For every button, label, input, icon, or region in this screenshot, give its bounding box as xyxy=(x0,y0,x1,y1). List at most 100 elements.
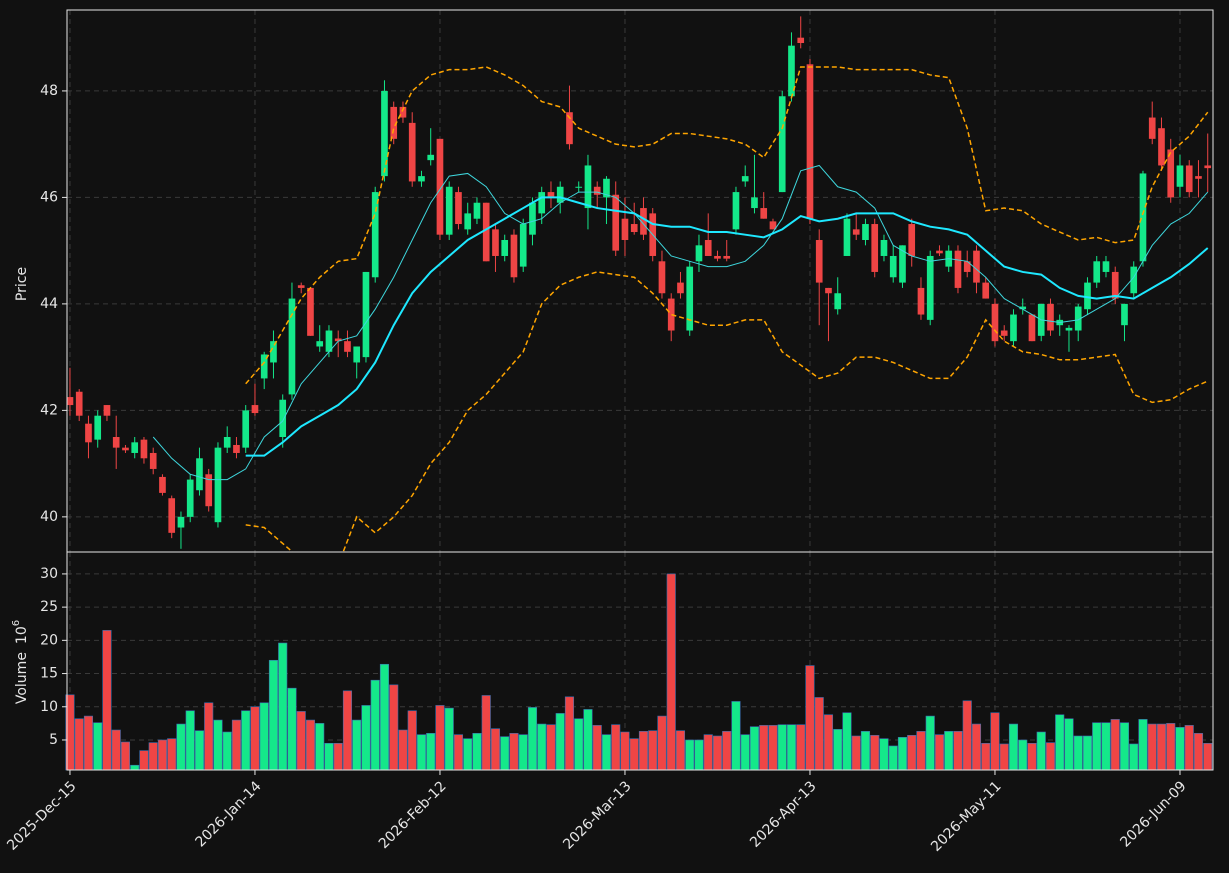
volume-bar xyxy=(370,679,380,771)
candle-body xyxy=(1010,314,1017,342)
volume-frame xyxy=(66,551,1214,771)
candle-body xyxy=(122,447,129,451)
candle-body xyxy=(445,186,453,235)
volume-bar xyxy=(842,712,852,771)
candle-body xyxy=(1130,266,1138,294)
candle-body xyxy=(233,444,240,453)
candle-body xyxy=(769,221,777,230)
volume-bar xyxy=(157,739,168,771)
candle-body xyxy=(834,293,842,310)
volume-axis-label: Volume 106 xyxy=(11,620,30,704)
candle-body xyxy=(575,186,583,188)
candle-body xyxy=(788,45,795,97)
volume-bar xyxy=(1203,742,1213,771)
volume-bar xyxy=(139,750,149,771)
volume-bar xyxy=(1082,735,1093,771)
volume-bar xyxy=(740,734,750,771)
volume-bar xyxy=(592,725,602,771)
volume-bar xyxy=(944,731,954,771)
volume-bar xyxy=(426,733,436,771)
candle-body xyxy=(1148,117,1156,139)
y-tick-label: 10 xyxy=(40,699,58,715)
volume-bar xyxy=(666,573,676,771)
candle-body xyxy=(260,354,268,379)
volume-bar xyxy=(851,735,861,771)
candle-body xyxy=(177,516,185,528)
candle-body xyxy=(566,112,573,145)
indicator-line xyxy=(245,196,1209,457)
volume-bar xyxy=(315,723,325,771)
volume-unit-power: 6 xyxy=(11,620,22,626)
candle-body xyxy=(899,245,906,283)
indicator-line xyxy=(245,271,1209,552)
candle-body xyxy=(223,436,231,448)
volume-bar xyxy=(259,702,269,771)
volume-bar xyxy=(934,734,945,771)
volume-bar xyxy=(1073,735,1083,771)
volume-bar xyxy=(444,707,454,771)
candle-body xyxy=(362,271,370,358)
volume-bar xyxy=(518,734,528,771)
candle-body xyxy=(815,240,823,283)
volume-bar xyxy=(611,724,621,771)
candle-body xyxy=(436,138,444,235)
volume-bar xyxy=(712,735,723,771)
volume-bar xyxy=(194,730,205,771)
candle-body xyxy=(584,165,592,209)
volume-bar xyxy=(897,737,908,771)
volume-bar xyxy=(722,731,732,771)
candle-body xyxy=(307,287,314,336)
volume-bar xyxy=(185,710,195,771)
candle-body xyxy=(862,224,869,241)
candle-body xyxy=(529,202,536,235)
candle-body xyxy=(973,250,980,283)
volume-bar xyxy=(1064,718,1074,771)
volume-bar xyxy=(1193,733,1204,771)
volume-bar xyxy=(675,730,686,771)
volume-bar xyxy=(1119,722,1130,771)
y-tick-label: 46 xyxy=(40,189,58,205)
candle-body xyxy=(630,224,638,233)
volume-bar xyxy=(1008,723,1019,771)
volume-bar xyxy=(685,739,695,771)
candle-body xyxy=(510,234,518,278)
candle-body xyxy=(797,37,805,44)
volume-bar xyxy=(83,715,94,771)
volume-bar xyxy=(768,725,778,771)
candle-body xyxy=(1111,271,1119,299)
candle-body xyxy=(501,240,509,256)
volume-unit-base: 10 xyxy=(14,626,30,644)
candle-body xyxy=(353,346,361,363)
candle-body xyxy=(1065,327,1073,331)
candle-body xyxy=(741,176,749,182)
indicator-line xyxy=(152,164,1209,481)
candle-body xyxy=(251,405,259,414)
candle-body xyxy=(288,298,296,395)
candle-body xyxy=(704,240,712,256)
volume-bar xyxy=(583,709,593,771)
candle-body xyxy=(214,447,222,523)
candle-body xyxy=(917,287,925,315)
volume-bar xyxy=(287,687,297,771)
volume-bar xyxy=(601,734,612,771)
candle-body xyxy=(1195,176,1202,179)
candle-body xyxy=(1084,282,1091,310)
candle-body xyxy=(1028,314,1036,342)
volume-bar xyxy=(120,741,131,771)
volume-bar xyxy=(990,712,1000,771)
candle-body xyxy=(242,410,250,448)
volume-bar xyxy=(1045,742,1056,771)
volume-bar xyxy=(620,731,630,771)
candle-body xyxy=(982,282,990,299)
candle-body xyxy=(843,218,851,256)
candle-body xyxy=(66,397,74,406)
volume-bar xyxy=(333,742,343,771)
volume-bar xyxy=(731,701,741,771)
volume-bar xyxy=(527,707,538,771)
candle-body xyxy=(297,285,305,288)
volume-bar xyxy=(870,735,880,771)
volume-bar xyxy=(241,710,251,771)
volume-bar xyxy=(537,723,547,771)
volume-bar xyxy=(463,738,473,771)
candle-body xyxy=(473,202,481,219)
